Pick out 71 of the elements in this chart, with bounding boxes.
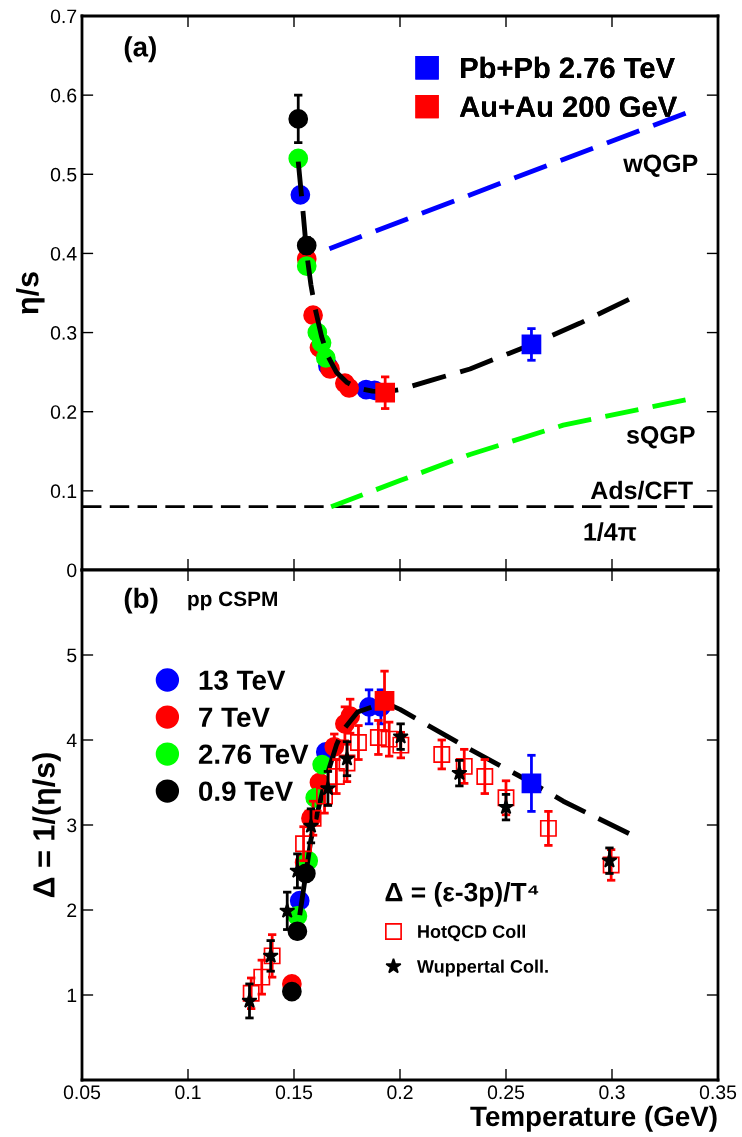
legend-label: Au+Au 200 GeV [459, 96, 677, 118]
point [319, 779, 337, 796]
text: pp CSPM [188, 591, 277, 611]
y-tick-label: 5 [67, 648, 77, 663]
annotation: Ads/CFT [590, 480, 693, 500]
legend-label: 13 TeV [199, 670, 286, 691]
point [327, 768, 345, 786]
point [374, 691, 395, 711]
y-axis-title: Δ = 1/(η/s) [32, 753, 61, 898]
point [380, 730, 398, 748]
legend-label: Pb+Pb 2.76 TeV [461, 56, 675, 79]
point [476, 768, 494, 786]
point [601, 852, 618, 868]
point [455, 757, 473, 775]
point [302, 817, 320, 833]
legend-title: Δ = (ε-3p)/T⁴ [385, 882, 539, 907]
y-tick-label: 4 [66, 733, 77, 748]
y-tick-label: 0.5 [50, 167, 77, 182]
point [241, 992, 258, 1008]
point [369, 728, 387, 746]
legend-label: Wuppertal Coll. [416, 959, 548, 977]
point [279, 902, 296, 918]
point [338, 750, 356, 766]
legend-label: HotQCD Coll [418, 924, 525, 942]
annotation: 1/4π [584, 522, 637, 541]
point [288, 109, 309, 129]
x-tick-label: 0.2 [387, 1085, 413, 1100]
x-tick-label: 0.05 [63, 1085, 101, 1100]
y-tick-label: 0.3 [50, 326, 77, 340]
legend-label: 2.76 TeV [198, 744, 309, 765]
point [521, 773, 542, 794]
annotation: wQGP [623, 154, 698, 177]
point [433, 745, 451, 763]
y-tick-label: 0.1 [50, 484, 77, 499]
point [602, 856, 620, 874]
point [349, 734, 367, 752]
point [338, 754, 356, 772]
x-tick-label: 0.3 [599, 1085, 625, 1100]
point [392, 728, 409, 744]
x-tick-label: 0.1 [175, 1085, 201, 1100]
point [253, 968, 271, 986]
x-tick-label: 0.15 [275, 1085, 313, 1100]
point [282, 981, 302, 1002]
y-tick-label: 0.7 [50, 9, 77, 24]
point [497, 789, 515, 807]
point [375, 382, 396, 403]
point [451, 764, 468, 781]
point [539, 819, 557, 837]
annotation: sQGP [626, 426, 695, 449]
x-tick-label: 0.35 [699, 1085, 737, 1100]
text: (b) [124, 587, 158, 614]
point [392, 736, 410, 754]
point [295, 835, 313, 853]
y-tick-label: 0.2 [50, 405, 77, 419]
legend-label: 0.9 TeV [199, 781, 293, 802]
text: (a) [124, 36, 156, 63]
y-tick-label: 3 [67, 818, 77, 833]
y-tick-label: 0.4 [50, 246, 77, 261]
point [316, 787, 334, 805]
point [497, 798, 515, 815]
point [521, 334, 542, 355]
y-tick-label: 0.6 [50, 88, 77, 103]
point [287, 921, 308, 942]
y-tick-label: 0 [67, 563, 77, 578]
legend-label: 7 TeV [199, 707, 270, 728]
y-tick-label: 1 [67, 988, 77, 1003]
point [242, 984, 260, 1002]
y-tick-label: 2 [67, 903, 77, 918]
x-tick-label: 0.25 [487, 1085, 525, 1100]
y-axis-title: η/s [16, 272, 45, 314]
x-axis-title: Temperature (GeV) [470, 1105, 717, 1132]
